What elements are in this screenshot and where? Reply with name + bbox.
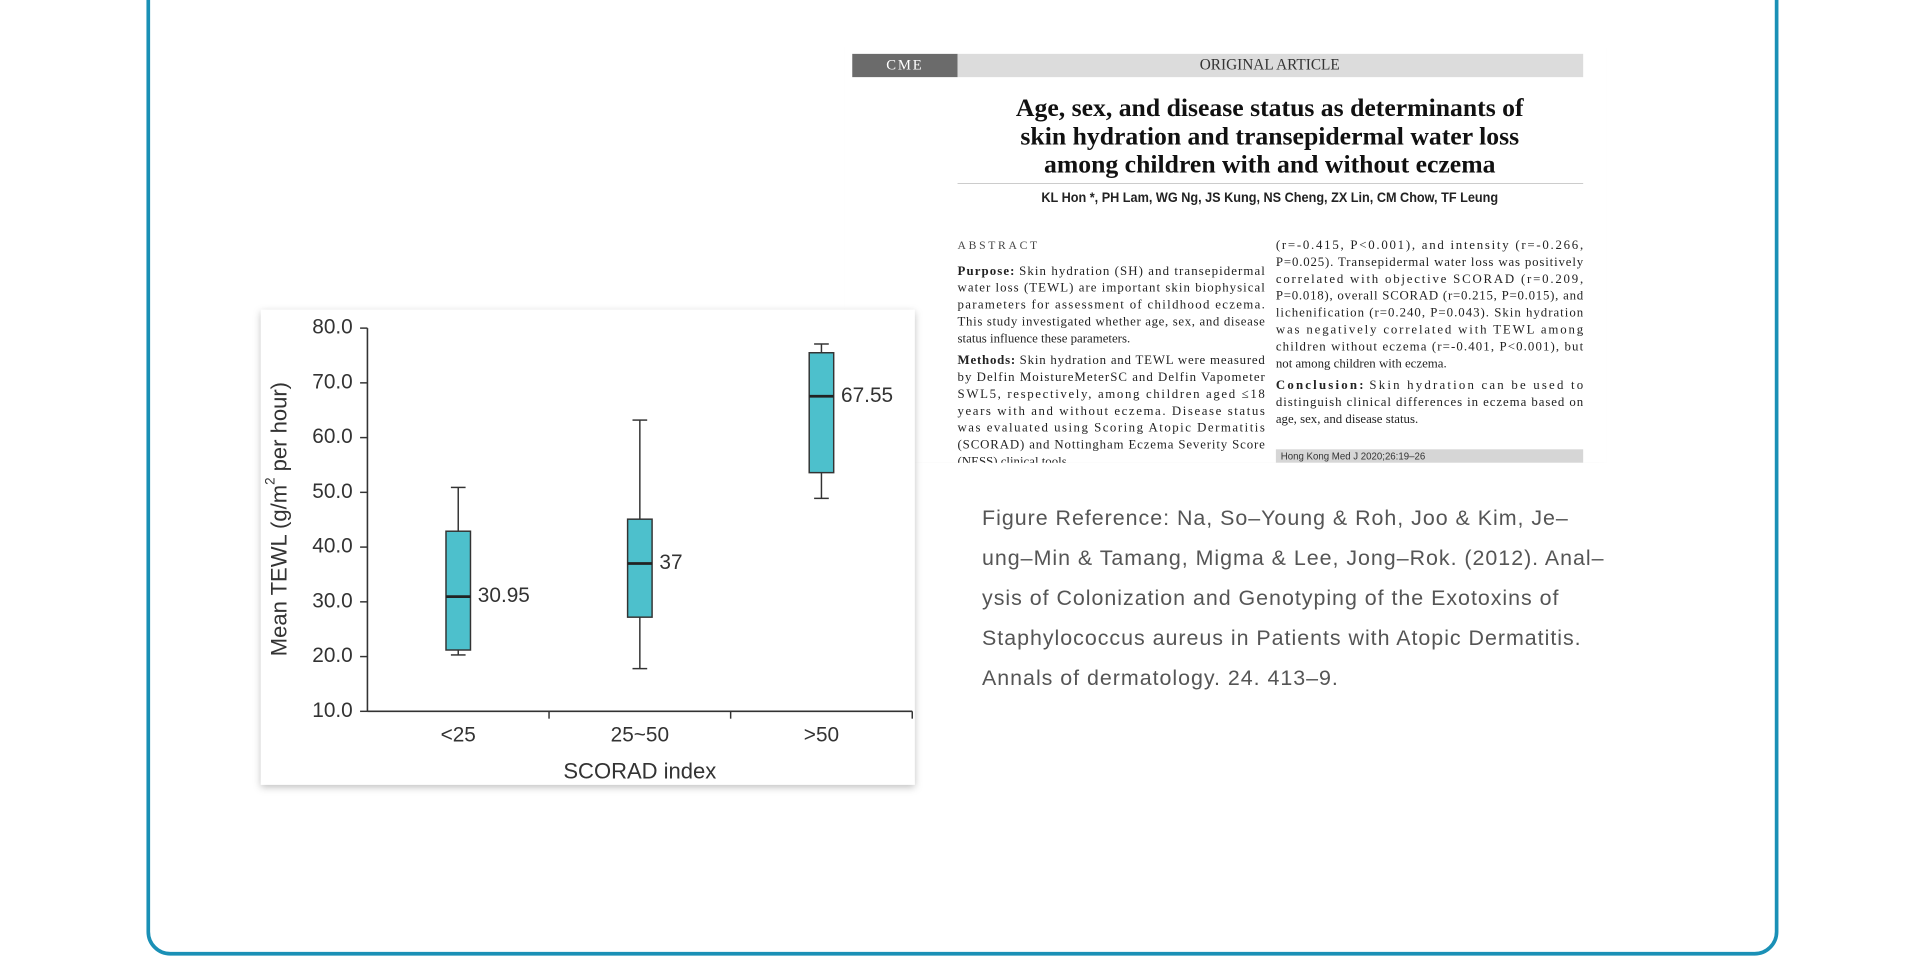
box [808,352,835,474]
abstract-line: correlated with objective SCORAD (r=0.20… [1276,272,1583,286]
abstract-line: Methods: Skin hydration and TEWL were mea… [958,353,1266,367]
y-axis-title-part: per hour) [266,382,291,477]
abstract-line: distinguish clinical differences in ecze… [1276,395,1584,409]
abstract-line: (r=-0.415, P<0.001), and intensity (r=-0… [1276,238,1583,252]
citation-bar [1275,449,1584,463]
y-axis-title-part: 2 [262,477,277,484]
abstract-line: This study investigated whether age, sex… [958,314,1266,328]
y-axis-title: Mean TEWL (g/m2 per hour) [262,382,291,656]
reference-line: Annals of dermatology. 24. 413–9. [982,666,1339,690]
reference-line: Staphylococcus aureus in Patients with A… [982,626,1582,650]
section-badge [852,53,958,78]
y-axis-title-part: Mean TEWL (g/m [266,485,291,656]
median-label: 30.95 [478,584,530,607]
abstract-line: Purpose: Skin hydration (SH) and transepi… [958,264,1266,278]
chart-background [260,309,915,785]
abstract-line: (SCORAD) and Nottingham Eczema Severity … [958,438,1266,452]
abstract-line: children without eczema (r=-0.401, P<0.0… [1276,339,1584,353]
abstract-line: by Delfin MoistureMeterSC and Delfin Vap… [958,370,1266,384]
abstract-line: (NESS) clinical tools. [958,454,1070,468]
y-tick-label: 80.0 [312,316,352,339]
abstract-line: lichenification (r=0.240, P=0.043). Skin… [1276,306,1584,320]
y-tick-label: 20.0 [312,644,352,667]
box [626,518,653,618]
abstract-line: Conclusion: Skin hydration can be used to [1276,378,1583,392]
abstract-label: Purpose: [958,264,1015,278]
x-tick-label: 25~50 [611,723,669,746]
abstract-line: parameters for assessment of childhood e… [958,298,1265,312]
abstract-line: water loss (TEWL) are important skin bio… [958,281,1266,295]
x-axis-title: SCORAD index [563,758,716,783]
reference-line: Figure Reference: Na, So–Young & Roh, Jo… [982,506,1569,530]
abstract-line: status influence these parameters. [958,331,1131,345]
abstract-label: Methods: [958,353,1016,367]
abstract-text: Skin hydration (SH) and transepidermal [1019,264,1265,278]
box [445,530,472,651]
median-label: 37 [659,551,682,574]
x-tick-label: <25 [441,723,476,746]
abstract-line: SWL5, respectively, among children aged … [958,387,1265,401]
article-title: Age, sex, and disease status as determin… [1016,93,1524,122]
abstract-line: not among children with eczema. [1276,356,1447,370]
abstract-text: Skin hydration can be used to [1369,378,1583,392]
reference: Figure Reference: Na, So–Young & Roh, Jo… [982,506,1604,690]
y-tick-label: 70.0 [312,370,352,393]
section-label: CME [886,57,923,73]
article-kind: ORIGINAL ARTICLE [1200,57,1340,74]
y-tick-label: 10.0 [312,699,352,722]
chart-image: 10.0 20.0 30.0 40.0 50.0 60.0 70.0 80.0 <25 30.95… [260,309,915,785]
y-tick-label: 60.0 [312,425,352,448]
abstract-line: P=0.018), overall SCORAD (r=0.215, P=0.0… [1276,289,1584,303]
abstract-line: age, sex, and disease status. [1276,412,1418,426]
frame [146,0,1779,956]
abstract-line: P=0.025). Transepidermal water loss was … [1276,255,1584,269]
header-bar [957,53,1584,78]
authors: KL Hon *, PH Lam, WG Ng, JS Kung, NS Che… [1041,190,1498,205]
y-tick-label: 40.0 [312,535,352,558]
y-tick-label: 50.0 [312,480,352,503]
x-tick-label: >50 [804,723,839,746]
abstract-heading: ABSTRACT [958,239,1040,252]
abstract-line: was evaluated using Scoring Atopic Derma… [958,421,1265,435]
y-tick-label: 30.0 [312,589,352,612]
reference-line: ung–Min & Tamang, Migma & Lee, Jong–Rok.… [982,546,1604,570]
article-image: CME ORIGINAL ARTICLE Age, sex, and disease… [844,46,1607,468]
article-title: skin hydration and transepidermal water … [1020,121,1519,150]
reference-line: ysis of Colonization and Genotyping of t… [982,586,1559,610]
abstract-label: Conclusion: [1276,378,1364,392]
median-label: 67.55 [841,384,893,407]
article-background [844,46,1607,463]
abstract-text: Skin hydration and TEWL were measured [1020,353,1266,367]
abstract-line: was negatively correlated with TEWL amon… [1276,323,1584,337]
citation: Hong Kong Med J 2020;26:19–26 [1281,451,1426,462]
abstract-line: years with and without eczema. Disease s… [958,404,1265,418]
article-title: among children with and without eczema [1044,149,1496,178]
